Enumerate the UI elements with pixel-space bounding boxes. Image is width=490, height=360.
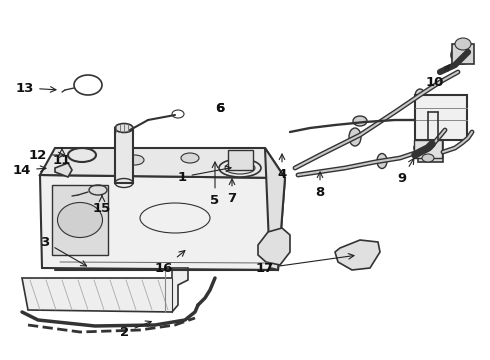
Ellipse shape xyxy=(181,153,199,163)
Text: 9: 9 xyxy=(397,158,414,185)
Polygon shape xyxy=(40,175,285,270)
Polygon shape xyxy=(40,148,285,178)
Text: 8: 8 xyxy=(316,172,324,198)
Ellipse shape xyxy=(415,89,425,103)
Bar xyxy=(414,140,442,158)
Text: 1: 1 xyxy=(177,166,231,184)
Bar xyxy=(418,142,443,162)
Text: 6: 6 xyxy=(216,102,224,114)
Text: 4: 4 xyxy=(277,154,287,180)
Polygon shape xyxy=(55,163,72,177)
Bar xyxy=(228,150,253,170)
Text: 16: 16 xyxy=(155,251,185,274)
Text: 5: 5 xyxy=(210,162,220,207)
Polygon shape xyxy=(52,185,108,255)
Bar xyxy=(115,128,133,183)
Ellipse shape xyxy=(414,140,442,156)
Ellipse shape xyxy=(455,38,471,50)
Ellipse shape xyxy=(349,128,361,146)
Text: 2: 2 xyxy=(121,321,151,338)
Ellipse shape xyxy=(57,202,102,238)
Ellipse shape xyxy=(115,123,133,132)
Bar xyxy=(452,44,474,64)
Text: 14: 14 xyxy=(13,163,46,176)
Polygon shape xyxy=(258,228,290,265)
Text: 7: 7 xyxy=(227,179,237,204)
Text: 3: 3 xyxy=(40,235,87,266)
Polygon shape xyxy=(335,240,380,270)
Polygon shape xyxy=(265,148,285,270)
Text: 6: 6 xyxy=(216,102,224,114)
Ellipse shape xyxy=(451,46,473,64)
Text: 12: 12 xyxy=(29,149,64,162)
Polygon shape xyxy=(22,268,188,312)
Ellipse shape xyxy=(126,155,144,165)
Text: 13: 13 xyxy=(16,81,56,95)
Ellipse shape xyxy=(353,116,367,126)
Text: 17: 17 xyxy=(256,253,354,274)
Ellipse shape xyxy=(421,145,439,159)
Text: 15: 15 xyxy=(93,196,111,215)
Ellipse shape xyxy=(377,153,387,168)
Text: 10: 10 xyxy=(426,65,449,89)
Ellipse shape xyxy=(219,159,261,177)
Bar xyxy=(415,95,467,140)
Ellipse shape xyxy=(422,154,434,162)
Text: 11: 11 xyxy=(53,148,71,166)
